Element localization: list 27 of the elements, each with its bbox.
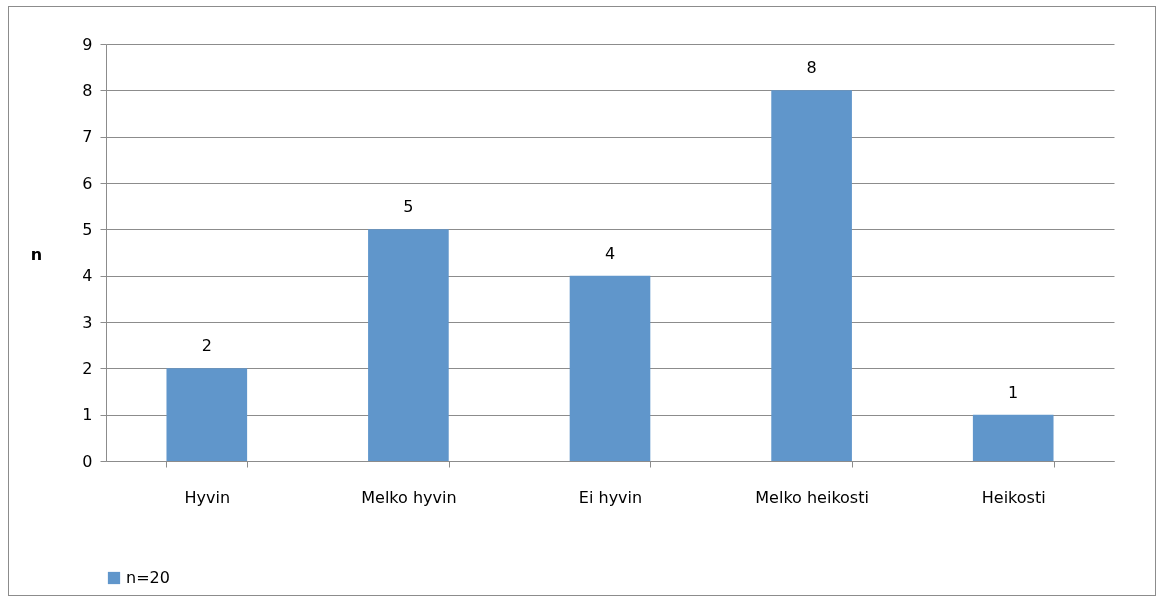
data-label: 1 (1008, 382, 1019, 402)
y-axis-title: n (30, 244, 43, 264)
y-tick-label: 5 (82, 219, 93, 239)
y-tick-label: 8 (82, 80, 93, 100)
y-tick-label: 7 (82, 127, 93, 147)
bar (368, 229, 449, 461)
y-tick-label: 3 (82, 312, 93, 332)
legend-label: n=20 (126, 568, 170, 587)
data-label: 8 (806, 58, 817, 78)
bar (972, 414, 1054, 461)
bar (771, 90, 852, 461)
x-tick-label: Hyvin (184, 487, 231, 507)
y-tick-label: 1 (82, 405, 93, 425)
x-tick-label: Heikosti (981, 487, 1046, 507)
y-tick-label: 6 (82, 173, 93, 193)
x-tick-label: Melko heikosti (755, 487, 869, 507)
data-label: 4 (604, 243, 616, 263)
data-label: 2 (201, 336, 212, 356)
data-label: 5 (403, 197, 414, 217)
bar (166, 368, 248, 461)
x-tick-label: Melko hyvin (361, 487, 457, 507)
y-tick-label: 2 (82, 358, 93, 378)
y-tick-label: 9 (82, 34, 93, 54)
x-tick-label: Ei hyvin (578, 487, 643, 507)
y-tick-label: 4 (82, 266, 93, 286)
y-tick-label: 0 (82, 451, 93, 471)
bar (569, 275, 651, 461)
